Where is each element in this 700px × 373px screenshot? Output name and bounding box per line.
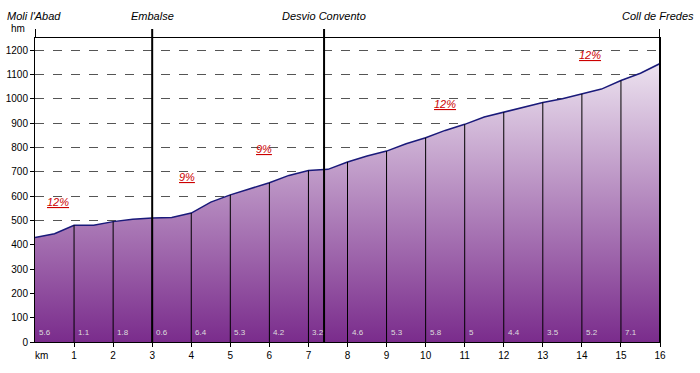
svg-text:11: 11 — [459, 350, 470, 361]
svg-text:1: 1 — [71, 350, 77, 361]
svg-text:800: 800 — [11, 142, 28, 153]
svg-text:9: 9 — [384, 350, 390, 361]
svg-text:9%: 9% — [179, 171, 195, 183]
svg-text:1200: 1200 — [6, 45, 29, 56]
svg-text:5.3: 5.3 — [234, 328, 246, 337]
svg-text:12%: 12% — [47, 196, 69, 208]
svg-text:200: 200 — [11, 288, 28, 299]
svg-text:700: 700 — [11, 166, 28, 177]
svg-text:Coll de Fredes: Coll de Fredes — [622, 10, 694, 22]
svg-text:0.6: 0.6 — [156, 328, 168, 337]
svg-text:5: 5 — [228, 350, 234, 361]
svg-text:10: 10 — [420, 350, 432, 361]
svg-text:16: 16 — [654, 350, 666, 361]
svg-text:600: 600 — [11, 191, 28, 202]
svg-text:900: 900 — [11, 118, 28, 129]
svg-text:300: 300 — [11, 264, 28, 275]
svg-text:5.8: 5.8 — [430, 328, 442, 337]
svg-text:5.6: 5.6 — [39, 328, 51, 337]
svg-text:7: 7 — [306, 350, 312, 361]
svg-text:9%: 9% — [256, 143, 272, 155]
svg-text:500: 500 — [11, 215, 28, 226]
svg-text:3: 3 — [149, 350, 155, 361]
svg-text:13: 13 — [537, 350, 549, 361]
svg-text:12: 12 — [498, 350, 510, 361]
svg-text:5.2: 5.2 — [586, 328, 598, 337]
svg-text:6: 6 — [267, 350, 273, 361]
svg-text:100: 100 — [11, 312, 28, 323]
svg-text:1.8: 1.8 — [117, 328, 129, 337]
svg-text:1.1: 1.1 — [78, 328, 90, 337]
svg-text:1000: 1000 — [6, 93, 29, 104]
svg-text:14: 14 — [576, 350, 588, 361]
svg-text:4: 4 — [188, 350, 194, 361]
svg-text:6.4: 6.4 — [195, 328, 207, 337]
svg-text:3.5: 3.5 — [547, 328, 559, 337]
svg-text:hm: hm — [11, 23, 25, 34]
svg-text:4.4: 4.4 — [508, 328, 520, 337]
svg-text:12%: 12% — [434, 98, 456, 110]
svg-text:Desvio Convento: Desvio Convento — [282, 10, 366, 22]
svg-text:0: 0 — [22, 337, 28, 348]
svg-text:1100: 1100 — [6, 69, 28, 80]
svg-text:2: 2 — [110, 350, 116, 361]
svg-text:4.2: 4.2 — [273, 328, 285, 337]
svg-text:5.3: 5.3 — [391, 328, 403, 337]
svg-text:15: 15 — [615, 350, 627, 361]
svg-text:Moli l'Abad: Moli l'Abad — [7, 10, 61, 22]
svg-text:400: 400 — [11, 239, 28, 250]
svg-text:8: 8 — [345, 350, 351, 361]
svg-text:Embalse: Embalse — [131, 10, 174, 22]
svg-text:5: 5 — [469, 328, 474, 337]
svg-text:km: km — [35, 350, 48, 361]
svg-text:4.6: 4.6 — [352, 328, 364, 337]
svg-text:7.1: 7.1 — [625, 328, 637, 337]
svg-text:3.2: 3.2 — [312, 328, 324, 337]
svg-text:12%: 12% — [579, 49, 601, 61]
